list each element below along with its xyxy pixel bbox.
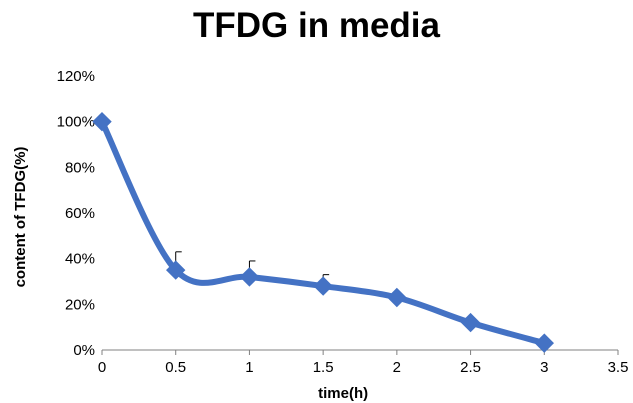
data-point-marker <box>239 267 260 287</box>
x-tick-label: 0.5 <box>165 359 186 376</box>
x-tick-label: 2 <box>393 359 401 376</box>
series-line <box>99 118 548 347</box>
y-tick-label: 40% <box>65 251 95 268</box>
y-tick-label: 100% <box>57 114 95 131</box>
y-tick-label: 80% <box>65 159 95 176</box>
chart-title: TFDG in media <box>193 6 440 45</box>
y-axis-label: content of TFDG(%) <box>12 147 29 288</box>
y-tick-label: 20% <box>65 296 95 313</box>
x-axis-ticks: 0 0.5 1 1.5 2 2.5 3 3.5 <box>98 350 629 376</box>
data-point-marker <box>534 333 554 353</box>
data-point-marker <box>387 287 407 308</box>
y-axis-ticks: 0% 20% 40% 60% 80% 100% 120% <box>57 68 95 359</box>
x-tick-label: 0 <box>98 359 106 376</box>
x-tick-label: 3 <box>540 359 548 376</box>
y-tick-label: 0% <box>73 342 95 359</box>
y-tick-label: 60% <box>65 205 95 222</box>
data-point-marker <box>313 276 333 296</box>
data-point-marker <box>166 260 186 280</box>
x-tick-label: 3.5 <box>608 359 629 376</box>
series-markers <box>92 111 554 353</box>
y-tick-label: 120% <box>57 68 95 85</box>
data-point-marker <box>92 111 112 132</box>
x-tick-label: 1.5 <box>313 359 334 376</box>
x-tick-label: 1 <box>245 359 253 376</box>
x-tick-label: 2.5 <box>460 359 481 376</box>
data-point-marker <box>460 312 481 333</box>
x-axis-label: time(h) <box>318 385 368 402</box>
